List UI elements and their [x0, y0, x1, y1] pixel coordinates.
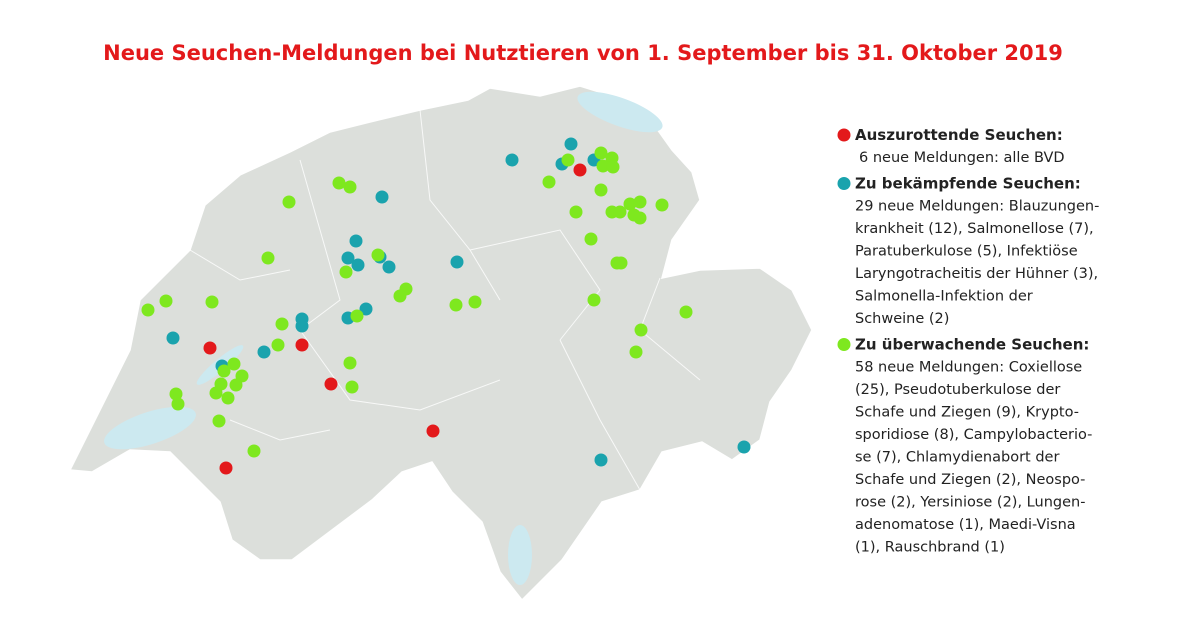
report-dot [679, 305, 693, 319]
report-dot [247, 444, 261, 458]
report-dot [257, 345, 271, 359]
report-dot [169, 387, 183, 401]
report-dot [332, 176, 346, 190]
title: Neue Seuchen-Meldungen bei Nutztieren vo… [103, 41, 1063, 65]
legend-text: Salmonella-Infektion der [855, 289, 1033, 305]
legend-text: 58 neue Meldungen: Coxiellose [855, 360, 1082, 376]
report-dot [393, 289, 407, 303]
report-dot [275, 317, 289, 331]
report-dot [587, 293, 601, 307]
report-dots [141, 137, 751, 475]
legend-text: sporidiose (8), Campylobacterio- [855, 427, 1092, 443]
report-dot [450, 255, 464, 269]
legend-text: (25), Pseudotuberkulose der [855, 382, 1060, 398]
report-dot [205, 295, 219, 309]
report-dot [343, 356, 357, 370]
legend-text: 6 neue Meldungen: alle BVD [859, 150, 1065, 166]
report-dot [505, 153, 519, 167]
legend-text: krankheit (12), Salmonellose (7), [855, 221, 1094, 237]
report-dot [584, 232, 598, 246]
legend: Auszurottende Seuchen: 6 neue Meldungen: … [837, 126, 1099, 556]
report-dot [468, 295, 482, 309]
legend-text: 29 neue Meldungen: Blauzungen- [855, 199, 1099, 215]
report-dot [141, 303, 155, 317]
report-dot [350, 309, 364, 323]
legend-text: Schweine (2) [855, 311, 949, 327]
legend-text: rose (2), Yersiniose (2), Lungen- [855, 495, 1085, 511]
legend-heading: Zu überwachende Seuchen: [855, 336, 1089, 354]
report-dot [349, 234, 363, 248]
report-dot [229, 378, 243, 392]
report-dot [573, 163, 587, 177]
report-dot [271, 338, 285, 352]
legend-text: Schafe und Ziegen (2), Neospo- [855, 472, 1085, 488]
report-dot [614, 256, 628, 270]
report-dot [171, 397, 185, 411]
report-dot [426, 424, 440, 438]
legend-text: Schafe und Ziegen (9), Krypto- [855, 405, 1079, 421]
legend-text: Paratuberkulose (5), Infektiöse [855, 244, 1078, 260]
report-dot [166, 331, 180, 345]
report-dot [594, 453, 608, 467]
report-dot [217, 364, 231, 378]
report-dot [634, 323, 648, 337]
report-dot [633, 211, 647, 225]
legend-text: Laryngotracheitis der Hühner (3), [855, 266, 1098, 282]
legend-heading: Auszurottende Seuchen: [855, 126, 1063, 144]
legend-text: adenomatose (1), Maedi-Visna [855, 517, 1076, 533]
report-dot [351, 258, 365, 272]
legend-swatch [837, 128, 851, 142]
report-dot [449, 298, 463, 312]
report-dot [212, 414, 226, 428]
report-dot [359, 302, 373, 316]
report-dot [623, 197, 637, 211]
report-dot [219, 461, 233, 475]
report-dot [295, 319, 309, 333]
report-dot [569, 205, 583, 219]
report-dot [606, 160, 620, 174]
report-dot [221, 391, 235, 405]
report-dot [339, 265, 353, 279]
report-dot [343, 180, 357, 194]
legend-text: se (7), Chlamydienabort der [855, 450, 1059, 466]
country-outline [68, 85, 813, 602]
report-dot [345, 380, 359, 394]
report-dot [159, 294, 173, 308]
report-dot [542, 175, 556, 189]
report-dot [261, 251, 275, 265]
report-dot [561, 153, 575, 167]
report-dot [655, 198, 669, 212]
report-dot [375, 190, 389, 204]
report-dot [282, 195, 296, 209]
report-dot [209, 386, 223, 400]
report-dot [564, 137, 578, 151]
report-dot [737, 440, 751, 454]
report-dot [596, 159, 610, 173]
report-dot [613, 205, 627, 219]
report-dot [324, 377, 338, 391]
legend-heading: Zu bekämpfende Seuchen: [855, 175, 1081, 193]
report-dot [594, 183, 608, 197]
report-dot [594, 146, 608, 160]
report-dot [227, 357, 241, 371]
report-dot [203, 341, 217, 355]
report-dot [633, 195, 647, 209]
report-dot [341, 251, 355, 265]
legend-swatch [837, 338, 851, 351]
report-dot [295, 338, 309, 352]
legend-swatch [837, 177, 851, 190]
report-dot [371, 248, 385, 262]
report-dot [382, 260, 396, 274]
report-dot [629, 345, 643, 359]
legend-text: (1), Rauschbrand (1) [855, 540, 1005, 556]
